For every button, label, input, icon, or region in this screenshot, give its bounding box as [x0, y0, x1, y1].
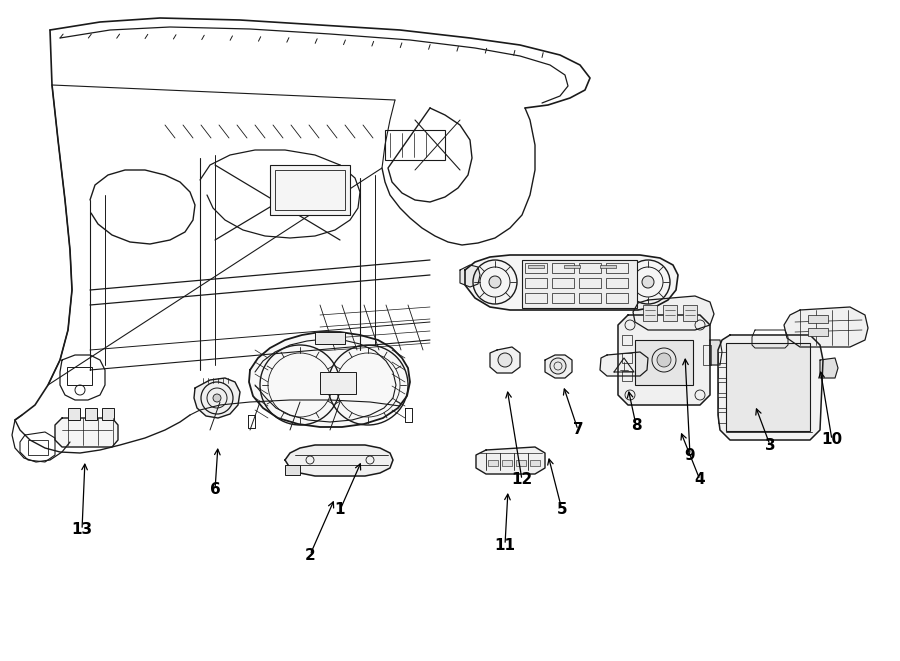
Text: 5: 5 [557, 502, 567, 518]
Bar [622, 371, 632, 381]
Bar [552, 263, 574, 273]
Bar [102, 408, 114, 420]
Bar [502, 460, 512, 466]
Polygon shape [476, 447, 545, 474]
Bar [606, 278, 628, 288]
Polygon shape [718, 335, 823, 440]
Text: 2: 2 [304, 547, 315, 563]
Text: 1: 1 [335, 502, 346, 518]
Polygon shape [55, 418, 118, 447]
Bar [643, 305, 657, 321]
Circle shape [213, 394, 221, 402]
Bar [600, 265, 616, 268]
Bar [726, 343, 810, 431]
Bar [68, 408, 80, 420]
Bar [663, 305, 677, 321]
Text: 6: 6 [210, 483, 220, 498]
Bar [808, 328, 828, 336]
Polygon shape [710, 340, 722, 365]
Bar [525, 278, 547, 288]
Bar [522, 260, 637, 308]
Bar [28, 440, 48, 455]
Bar [622, 353, 632, 363]
Polygon shape [194, 378, 240, 418]
Bar [528, 265, 544, 268]
Text: 12: 12 [511, 473, 533, 488]
Bar [718, 352, 726, 363]
Bar [606, 263, 628, 273]
Bar [579, 263, 601, 273]
Polygon shape [545, 355, 572, 378]
Polygon shape [600, 352, 648, 376]
Bar [525, 293, 547, 303]
Bar [530, 460, 540, 466]
Bar [622, 335, 632, 345]
Bar [516, 460, 526, 466]
Bar [525, 263, 547, 273]
Text: 13: 13 [71, 522, 93, 537]
Bar [703, 345, 711, 365]
Text: 10: 10 [822, 432, 842, 447]
Bar [564, 265, 580, 268]
Text: 4: 4 [695, 473, 706, 488]
Polygon shape [784, 307, 868, 347]
Bar [488, 460, 498, 466]
Bar [683, 305, 697, 321]
Bar [315, 332, 345, 344]
Bar [808, 315, 828, 323]
Text: 8: 8 [631, 418, 642, 432]
Bar [579, 293, 601, 303]
Bar [552, 278, 574, 288]
Text: 9: 9 [685, 447, 696, 463]
Circle shape [550, 358, 566, 374]
Bar [270, 165, 350, 215]
Polygon shape [490, 347, 520, 373]
Polygon shape [249, 332, 410, 427]
Bar [718, 412, 726, 423]
Polygon shape [618, 315, 710, 405]
Circle shape [642, 276, 654, 288]
Circle shape [489, 276, 501, 288]
Bar [552, 293, 574, 303]
Polygon shape [285, 445, 393, 476]
Circle shape [498, 353, 512, 367]
Bar [718, 382, 726, 393]
Text: 7: 7 [572, 422, 583, 438]
Polygon shape [820, 358, 838, 378]
Bar [320, 372, 356, 394]
Bar [85, 408, 97, 420]
Bar [275, 170, 345, 210]
Polygon shape [633, 296, 714, 330]
Text: 3: 3 [765, 438, 775, 453]
Bar [635, 340, 693, 385]
Polygon shape [460, 265, 480, 287]
Bar [718, 397, 726, 408]
Bar [606, 293, 628, 303]
Polygon shape [465, 255, 678, 310]
Bar [579, 278, 601, 288]
Circle shape [657, 353, 671, 367]
Bar [67, 367, 92, 385]
Text: 11: 11 [494, 537, 516, 553]
Bar [718, 367, 726, 378]
Bar [385, 130, 445, 160]
Bar [285, 465, 300, 475]
